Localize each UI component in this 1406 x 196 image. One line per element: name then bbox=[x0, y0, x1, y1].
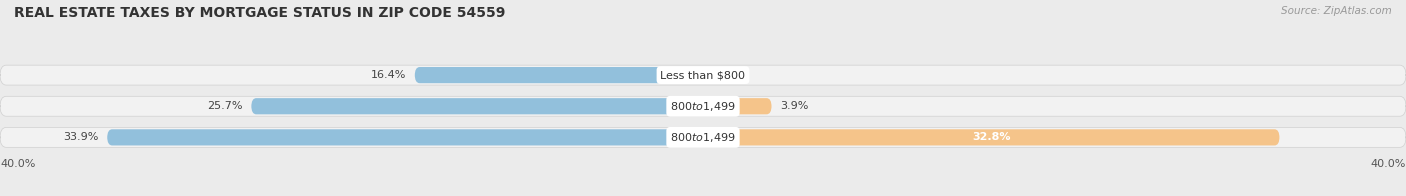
FancyBboxPatch shape bbox=[0, 127, 1406, 147]
FancyBboxPatch shape bbox=[107, 129, 703, 145]
Text: 33.9%: 33.9% bbox=[63, 132, 98, 142]
Text: 40.0%: 40.0% bbox=[1371, 159, 1406, 169]
Text: 25.7%: 25.7% bbox=[207, 101, 243, 111]
FancyBboxPatch shape bbox=[703, 129, 1279, 145]
Text: 32.8%: 32.8% bbox=[972, 132, 1011, 142]
FancyBboxPatch shape bbox=[252, 98, 703, 114]
FancyBboxPatch shape bbox=[0, 96, 1406, 116]
FancyBboxPatch shape bbox=[415, 67, 703, 83]
Text: Less than $800: Less than $800 bbox=[661, 70, 745, 80]
FancyBboxPatch shape bbox=[0, 65, 1406, 85]
Text: Source: ZipAtlas.com: Source: ZipAtlas.com bbox=[1281, 6, 1392, 16]
Text: $800 to $1,499: $800 to $1,499 bbox=[671, 131, 735, 144]
Text: REAL ESTATE TAXES BY MORTGAGE STATUS IN ZIP CODE 54559: REAL ESTATE TAXES BY MORTGAGE STATUS IN … bbox=[14, 6, 505, 20]
Text: 40.0%: 40.0% bbox=[0, 159, 35, 169]
Text: 0.0%: 0.0% bbox=[711, 70, 740, 80]
Text: 16.4%: 16.4% bbox=[371, 70, 406, 80]
Text: 3.9%: 3.9% bbox=[780, 101, 808, 111]
FancyBboxPatch shape bbox=[703, 98, 772, 114]
Text: $800 to $1,499: $800 to $1,499 bbox=[671, 100, 735, 113]
